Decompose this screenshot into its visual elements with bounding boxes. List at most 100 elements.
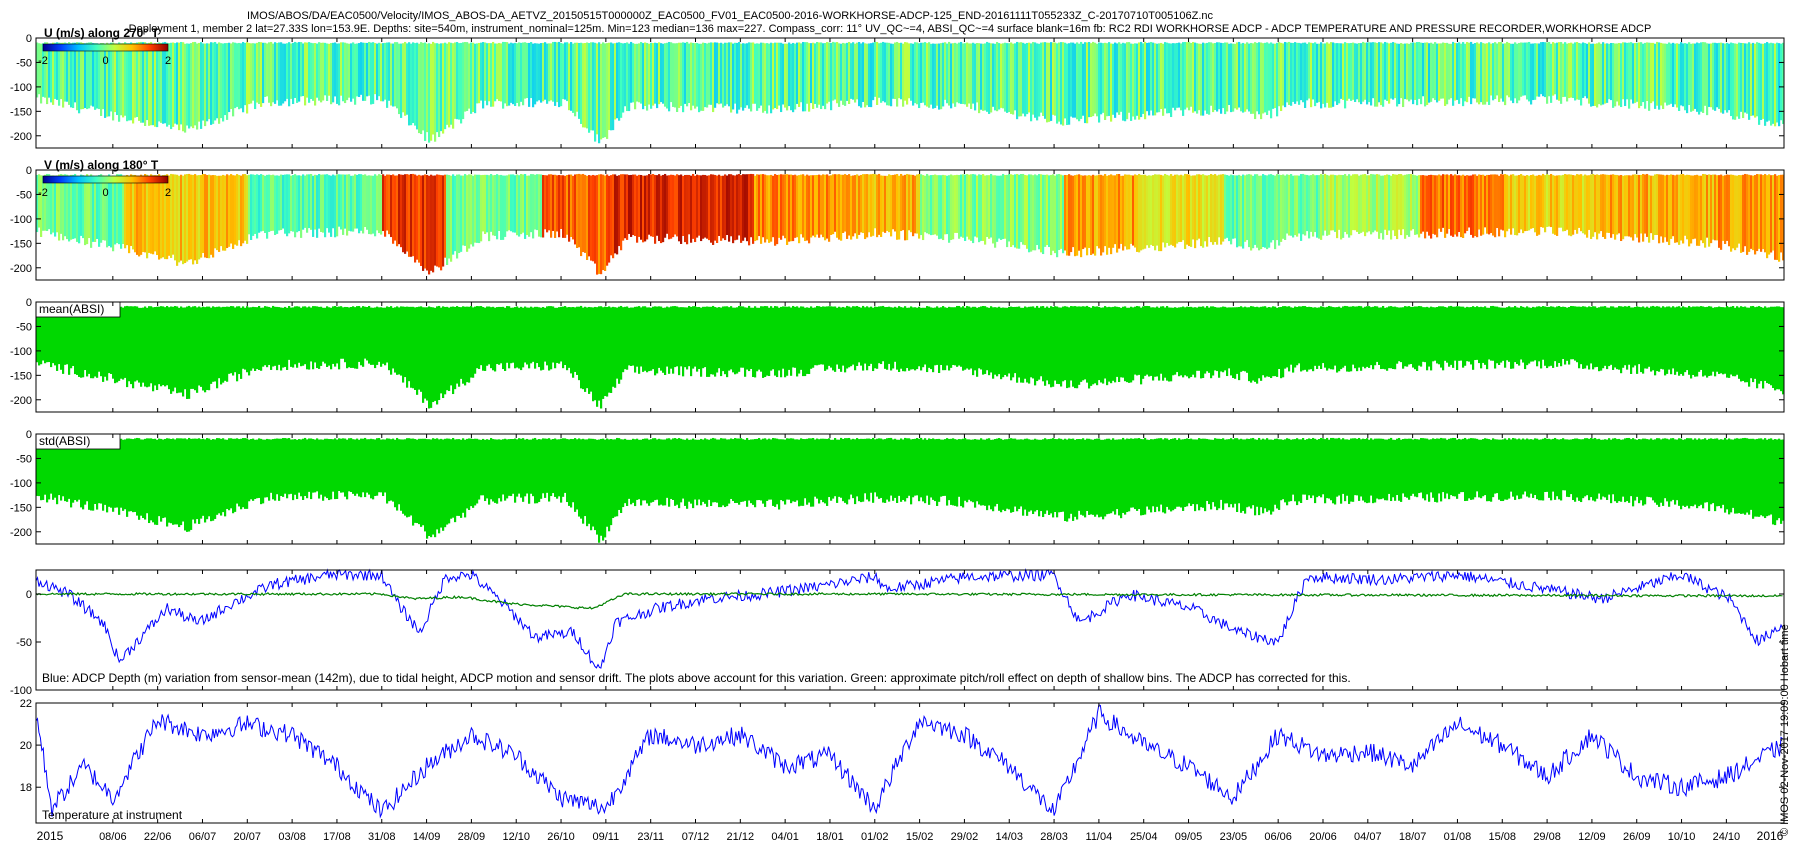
heatmap-strip xyxy=(114,43,117,113)
heatmap-strip xyxy=(454,175,457,252)
heatmap-strip xyxy=(1298,175,1301,234)
heatmap-strip xyxy=(404,41,407,116)
heatmap-strip xyxy=(1138,306,1141,375)
x-tick-label: 29/08 xyxy=(1533,831,1561,843)
heatmap-strip xyxy=(1352,174,1355,231)
heatmap-strip xyxy=(706,175,709,239)
heatmap-strip xyxy=(1638,42,1641,109)
heatmap-strip xyxy=(1734,438,1737,514)
heatmap-strip xyxy=(272,305,275,367)
heatmap-strip xyxy=(1358,437,1361,501)
heatmap-strip xyxy=(1610,174,1613,238)
heatmap-strip xyxy=(1142,439,1145,516)
heatmap-strip xyxy=(84,175,87,246)
heatmap-strip xyxy=(1282,43,1285,106)
heatmap-strip xyxy=(264,42,267,97)
heatmap-strip xyxy=(1622,306,1625,368)
heatmap-strip xyxy=(970,439,973,502)
heatmap-strip xyxy=(1090,307,1093,386)
heatmap-strip xyxy=(622,307,625,373)
heatmap-strip xyxy=(948,41,951,106)
heatmap-strip xyxy=(618,175,621,247)
heatmap-strip xyxy=(692,173,695,239)
heatmap-strip xyxy=(1660,307,1663,369)
heatmap-strip xyxy=(1254,42,1257,120)
heatmap-strip xyxy=(1566,307,1569,361)
heatmap-strip xyxy=(984,175,987,245)
heatmap-strip xyxy=(82,307,85,378)
heatmap-strip xyxy=(812,42,815,109)
heatmap-strip xyxy=(918,173,921,239)
heatmap-strip xyxy=(1226,174,1229,238)
heatmap-strip xyxy=(460,307,463,379)
heatmap-strip xyxy=(1402,175,1405,230)
heatmap-strip xyxy=(422,307,425,403)
heatmap-strip xyxy=(668,41,671,112)
heatmap-strip xyxy=(970,174,973,241)
heatmap-strip xyxy=(1238,307,1241,381)
heatmap-strip xyxy=(1342,43,1345,100)
heatmap-strip xyxy=(1490,306,1493,361)
heatmap-strip xyxy=(1076,439,1079,520)
heatmap-strip xyxy=(1526,42,1529,100)
heatmap-strip xyxy=(1478,43,1481,105)
heatmap-strip xyxy=(898,306,901,372)
heatmap-strip xyxy=(1530,439,1533,494)
heatmap-strip xyxy=(312,439,315,493)
heatmap-strip xyxy=(880,306,883,365)
heatmap-strip xyxy=(1376,306,1379,362)
heatmap-strip xyxy=(548,306,551,371)
heatmap-strip xyxy=(1350,42,1353,101)
heatmap-strip xyxy=(1238,174,1241,247)
heatmap-strip xyxy=(1170,307,1173,382)
heatmap-strip xyxy=(1232,43,1235,112)
heatmap-strip xyxy=(730,306,733,370)
heatmap-strip xyxy=(872,307,875,372)
heatmap-strip xyxy=(378,438,381,493)
heatmap-strip xyxy=(616,42,619,119)
heatmap-strip xyxy=(198,42,201,122)
heatmap-strip xyxy=(900,307,903,369)
heatmap-strip xyxy=(770,306,773,371)
heatmap-strip xyxy=(838,306,841,369)
heatmap-strip xyxy=(136,42,139,118)
heatmap-strip xyxy=(1702,306,1705,377)
heatmap-strip xyxy=(570,438,573,508)
heatmap-strip xyxy=(218,306,221,379)
heatmap-strip xyxy=(1322,306,1325,364)
heatmap-strip xyxy=(1066,306,1069,389)
heatmap-strip xyxy=(890,307,893,371)
heatmap-strip xyxy=(954,175,957,233)
heatmap-strip xyxy=(1444,42,1447,106)
heatmap-strip xyxy=(518,42,521,107)
heatmap-strip xyxy=(1430,42,1433,102)
heatmap-strip xyxy=(576,42,579,112)
heatmap-strip xyxy=(112,438,115,512)
heatmap-strip xyxy=(940,439,943,497)
heatmap-strip xyxy=(976,307,979,377)
heatmap-strip xyxy=(1370,307,1373,366)
heatmap-strip xyxy=(124,306,127,378)
heatmap-strip xyxy=(1624,306,1627,366)
heatmap-strip xyxy=(1548,41,1551,97)
heatmap-strip xyxy=(1710,438,1713,505)
heatmap-strip xyxy=(576,306,579,375)
y-tick-label: -150 xyxy=(10,502,32,514)
heatmap-strip xyxy=(1512,307,1515,369)
heatmap-strip xyxy=(696,174,699,238)
heatmap-strip xyxy=(92,43,95,107)
heatmap-strip xyxy=(1616,307,1619,370)
heatmap-strip xyxy=(1364,174,1367,237)
heatmap-strip xyxy=(794,174,797,238)
heatmap-strip xyxy=(274,175,277,236)
heatmap-strip xyxy=(1512,43,1515,104)
heatmap-strip xyxy=(1758,174,1761,249)
heatmap-strip xyxy=(700,175,703,242)
heatmap-strip xyxy=(442,306,445,399)
heatmap-strip xyxy=(1196,307,1199,371)
figure-footer: © IMOS 02-Nov-2017 19:09:00 Hobart time xyxy=(1779,624,1791,836)
heatmap-strip xyxy=(1084,439,1087,518)
heatmap-strip xyxy=(786,43,789,111)
heatmap-strip xyxy=(384,175,387,237)
heatmap-strip xyxy=(476,174,479,243)
